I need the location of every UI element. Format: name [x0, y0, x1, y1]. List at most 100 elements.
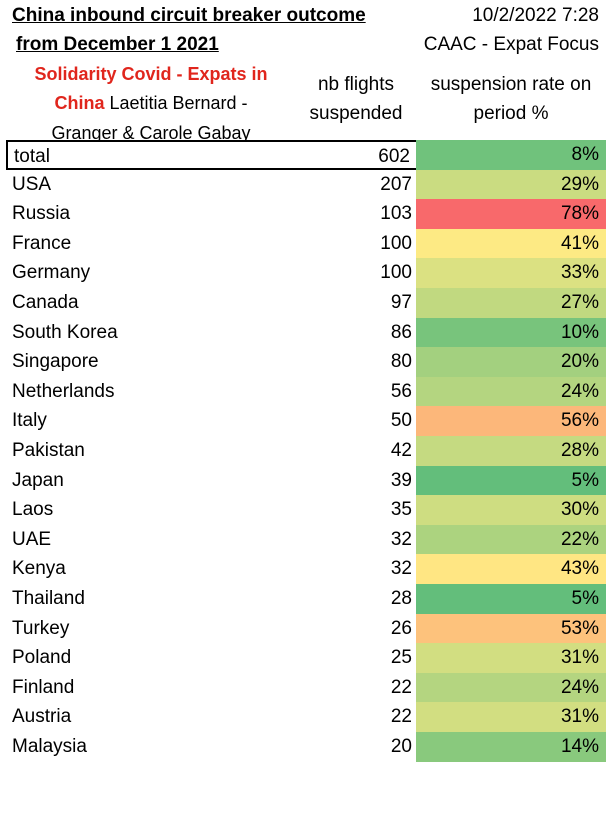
- flights-suspended-cell: 26: [390, 617, 412, 639]
- header-flights-suspended: nb flights suspended: [296, 70, 416, 128]
- country-name-cell: Finland: [12, 676, 75, 698]
- table-row: 31% Poland 25: [6, 643, 606, 673]
- suspension-rate-cell: 31%: [416, 643, 606, 673]
- header-rate-line-1: suspension rate on: [430, 74, 592, 95]
- title-line-2: from December 1 2021: [16, 34, 219, 55]
- table-row: 24% Netherlands 56: [6, 376, 606, 407]
- table-row: 41% France 100: [6, 228, 606, 259]
- credits-red-1: Solidarity Covid - Expats in: [34, 64, 268, 84]
- table-row: 78% Russia 103: [6, 199, 606, 229]
- suspension-rate-cell: 27%: [416, 288, 606, 318]
- flights-suspended-cell: 22: [390, 706, 412, 728]
- flights-suspended-cell: 28: [390, 588, 412, 609]
- credits-names: Laetitia Bernard -: [104, 93, 248, 113]
- table-row: 20% Singapore 80: [6, 347, 606, 377]
- table-row: 56% Italy 50: [6, 406, 606, 436]
- flights-suspended-cell: 207: [380, 173, 412, 195]
- suspension-rate-cell: 33%: [416, 258, 606, 288]
- total-row: 8% total 602: [6, 140, 606, 170]
- timestamp: 10/2/2022 7:28: [472, 5, 599, 26]
- flights-suspended-cell: 32: [390, 528, 412, 550]
- header-flights-line-1: nb flights: [317, 74, 395, 95]
- table-row: 5% Thailand 28: [6, 584, 606, 614]
- country-name-cell: Malaysia: [12, 736, 87, 757]
- flights-suspended-cell: 97: [390, 292, 412, 313]
- country-name-cell: Singapore: [12, 351, 99, 373]
- table-row: 27% Canada 97: [6, 288, 606, 318]
- credits: Solidarity Covid - Expats in China Laeti…: [6, 60, 296, 141]
- country-name-cell: USA: [12, 173, 52, 195]
- credits-line-3-clipped: Granger & Carole Gabay: [6, 119, 296, 141]
- flights-suspended-cell: 103: [380, 203, 412, 225]
- flights-suspended-cell: 602: [378, 146, 410, 167]
- flights-suspended-cell: 56: [390, 380, 412, 402]
- header-rate-line-2: period %: [473, 103, 549, 124]
- flights-suspended-cell: 100: [380, 262, 412, 284]
- country-name-cell: Russia: [12, 203, 71, 225]
- suspension-rate-cell: 28%: [416, 436, 606, 466]
- suspension-rate-cell: 78%: [416, 199, 606, 229]
- header-suspension-rate: suspension rate on period %: [416, 70, 606, 128]
- suspension-rate-cell: 5%: [416, 584, 606, 614]
- country-name-cell: Poland: [12, 647, 72, 669]
- table-row: 29% USA 207: [6, 169, 606, 200]
- country-name-cell: Austria: [12, 706, 72, 728]
- country-name-cell: Kenya: [12, 558, 66, 580]
- credits-visible: Solidarity Covid - Expats in China Laeti…: [6, 60, 296, 120]
- suspension-rate-cell: 24%: [416, 672, 606, 703]
- title-line-1: China inbound circuit breaker outcome: [12, 5, 366, 26]
- header-flights-line-2: suspended: [309, 103, 403, 124]
- flights-suspended-cell: 80: [390, 351, 412, 373]
- suspension-rate-cell: 14%: [416, 732, 606, 762]
- country-name-cell: France: [12, 232, 72, 254]
- source-label: CAAC - Expat Focus: [423, 34, 599, 55]
- country-name-cell: Italy: [12, 410, 47, 432]
- flights-suspended-cell: 86: [390, 321, 412, 343]
- table-row: 43% Kenya 32: [6, 554, 606, 584]
- country-name-cell: Pakistan: [12, 440, 85, 461]
- suspension-rate-cell: 20%: [416, 347, 606, 377]
- suspension-rate-cell: 53%: [416, 613, 606, 644]
- table-row: 5% Japan 39: [6, 465, 606, 496]
- table-row: 30% Laos 35: [6, 495, 606, 525]
- credits-line-3: Granger & Carole Gabay: [51, 123, 251, 141]
- suspension-rate-cell: 22%: [416, 524, 606, 555]
- country-name-cell: Thailand: [12, 588, 85, 609]
- table-row: 24% Finland 22: [6, 672, 606, 703]
- country-name-cell: Turkey: [12, 617, 70, 639]
- suspension-rate-cell: 8%: [416, 140, 606, 170]
- table-row: 33% Germany 100: [6, 258, 606, 288]
- flights-suspended-cell: 32: [390, 558, 412, 580]
- flights-suspended-cell: 42: [390, 440, 412, 461]
- suspension-rate-cell: 56%: [416, 406, 606, 436]
- flights-suspended-cell: 20: [390, 736, 412, 757]
- suspension-rate-cell: 5%: [416, 465, 606, 496]
- country-name-cell: Canada: [12, 292, 79, 313]
- country-name-cell: UAE: [12, 528, 52, 550]
- country-name-cell: Japan: [12, 469, 64, 491]
- table-row: 14% Malaysia 20: [6, 732, 606, 762]
- table-row: 10% South Korea 86: [6, 317, 606, 348]
- suspension-rate-cell: 31%: [416, 702, 606, 732]
- flights-suspended-cell: 25: [390, 647, 412, 669]
- suspension-rate-cell: 24%: [416, 376, 606, 407]
- table-row: 22% UAE 32: [6, 524, 606, 555]
- suspension-rate-cell: 30%: [416, 495, 606, 525]
- flights-suspended-cell: 39: [390, 469, 412, 491]
- suspension-rate-cell: 10%: [416, 317, 606, 348]
- country-name-cell: South Korea: [12, 321, 118, 343]
- table-row: 53% Turkey 26: [6, 613, 606, 644]
- credits-red-2: China: [54, 93, 105, 113]
- flights-suspended-cell: 100: [380, 232, 412, 254]
- flights-suspended-cell: 50: [390, 410, 412, 432]
- country-name-cell: total: [14, 146, 50, 167]
- country-name-cell: Germany: [12, 262, 91, 284]
- table-row: 28% Pakistan 42: [6, 436, 606, 466]
- suspension-rate-cell: 43%: [416, 554, 606, 584]
- suspension-rate-cell: 29%: [416, 169, 606, 200]
- country-name-cell: Laos: [12, 499, 54, 521]
- flights-suspended-cell: 35: [390, 499, 412, 521]
- suspension-rate-cell: 41%: [416, 228, 606, 259]
- country-name-cell: Netherlands: [12, 380, 115, 402]
